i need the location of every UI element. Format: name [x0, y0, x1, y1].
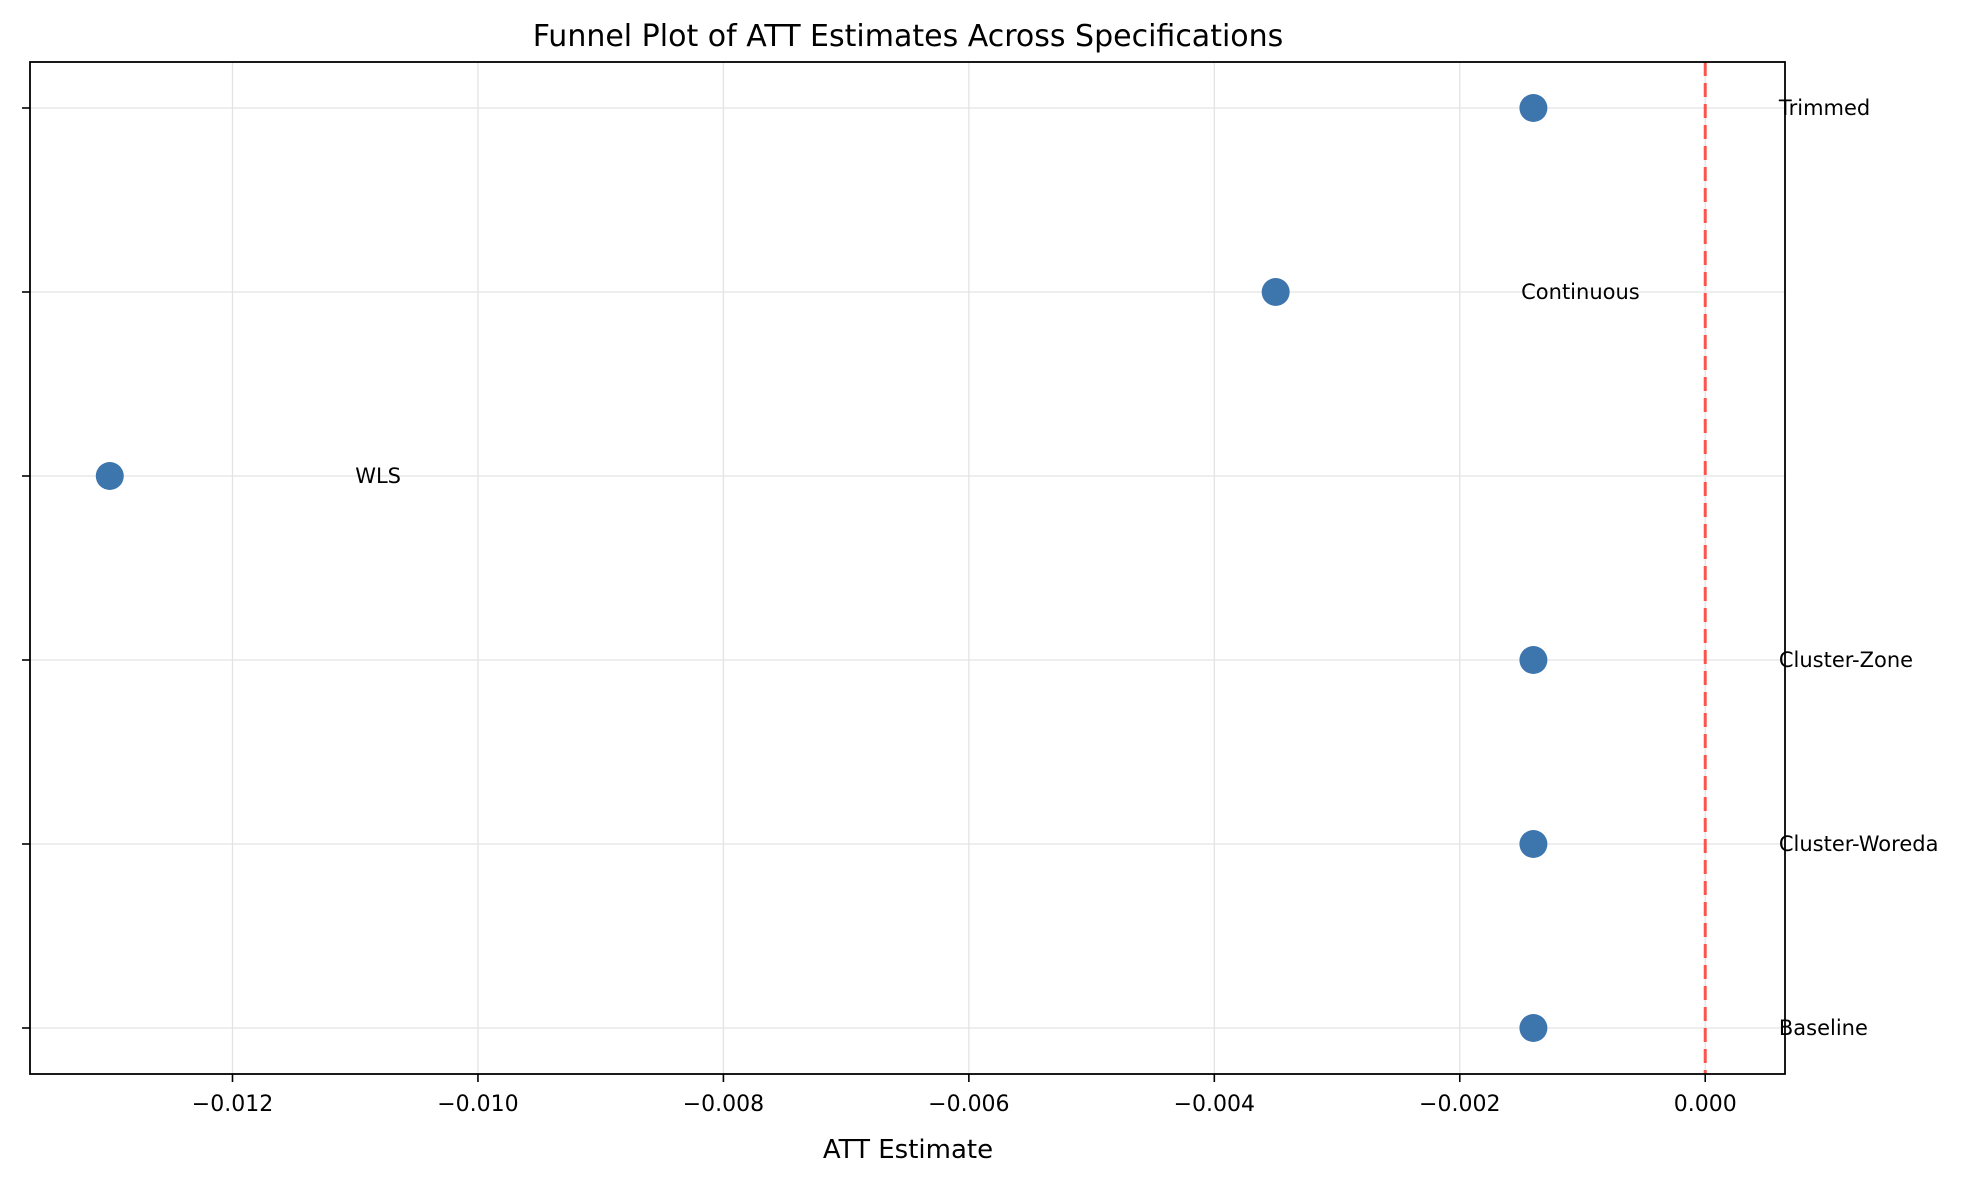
plot-frame — [29, 61, 1786, 1075]
data-point — [1519, 1014, 1548, 1042]
data-point — [1519, 830, 1548, 858]
x-tick-label: −0.008 — [683, 1092, 764, 1117]
x-tick-label: 0.000 — [1674, 1092, 1737, 1117]
data-points — [95, 94, 1548, 1042]
x-tick-label: −0.002 — [1419, 1092, 1500, 1117]
point-label: Trimmed — [1778, 96, 1870, 120]
x-tick-label: −0.004 — [1174, 1092, 1255, 1117]
x-tick-label: −0.010 — [437, 1092, 518, 1117]
x-axis-label: ATT Estimate — [823, 1135, 993, 1165]
point-label: Cluster-Woreda — [1779, 832, 1939, 856]
data-point — [1261, 278, 1290, 306]
point-label: Baseline — [1779, 1016, 1868, 1040]
y-axis-ticks — [22, 107, 30, 1029]
point-label: WLS — [355, 464, 401, 488]
point-label: Continuous — [1521, 280, 1640, 304]
x-tick-label: −0.006 — [928, 1092, 1009, 1117]
point-labels: Baseline Cluster-Woreda Cluster-Zone WLS Con… — [355, 96, 1938, 1040]
x-tick-label: −0.012 — [192, 1092, 273, 1117]
data-point — [95, 462, 124, 490]
grid — [30, 62, 1785, 1074]
x-axis-ticks: −0.012 −0.010 −0.008 −0.006 −0.004 −0.002 0.00… — [192, 1074, 1737, 1117]
chart-title: Funnel Plot of ATT Estimates Across Spec… — [533, 19, 1284, 54]
point-label: Cluster-Zone — [1779, 648, 1913, 672]
data-point — [1519, 94, 1548, 122]
data-point — [1519, 646, 1548, 674]
